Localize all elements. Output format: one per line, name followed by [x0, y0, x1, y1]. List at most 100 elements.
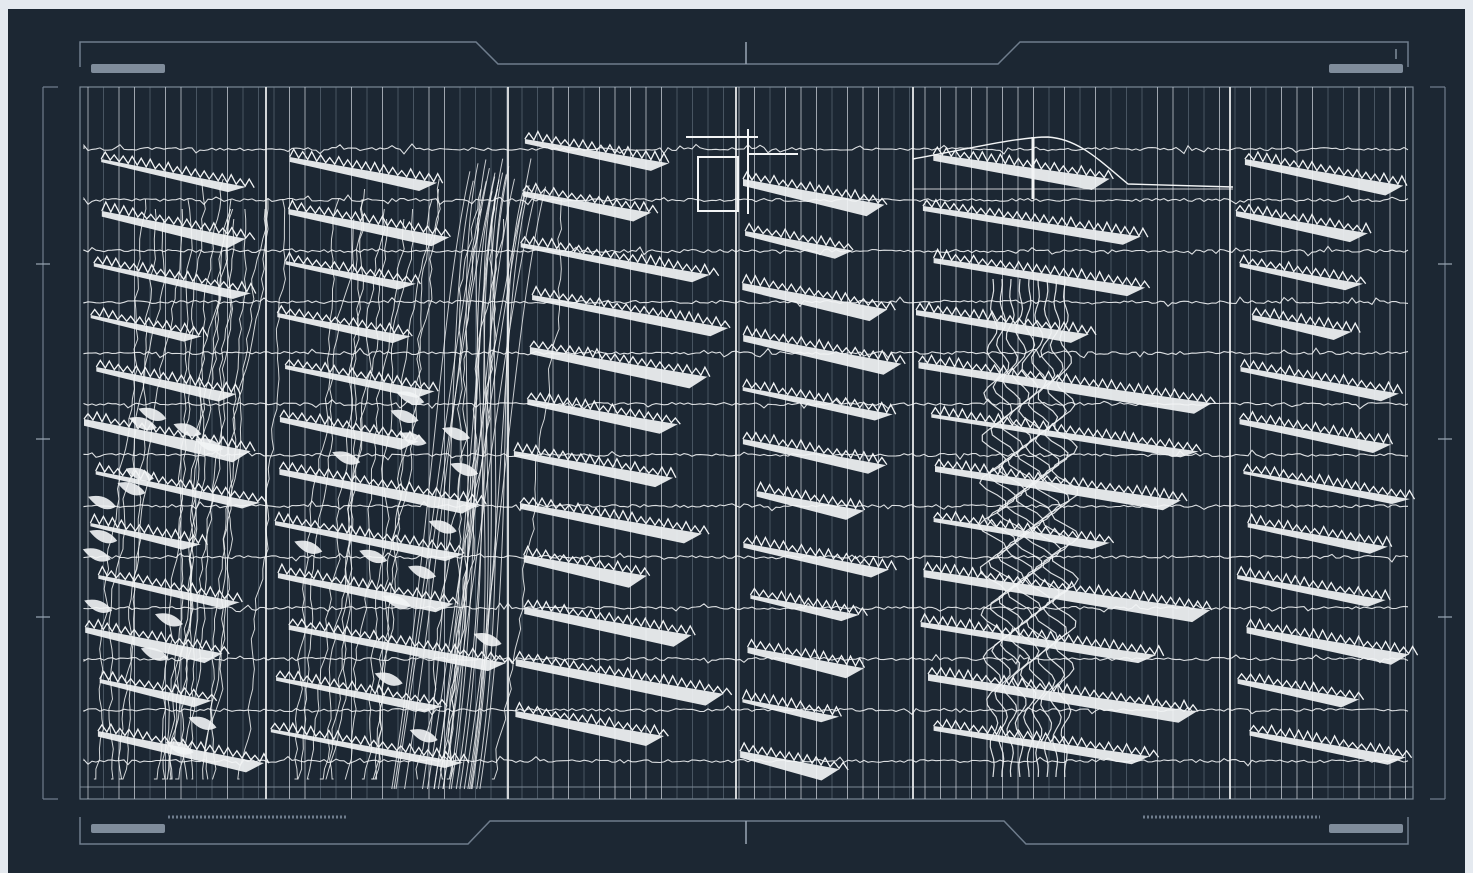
arrival-teeth	[97, 565, 243, 603]
arrival-wedge	[923, 570, 1211, 623]
arrival-teeth	[930, 405, 1202, 452]
filled-peak	[396, 391, 425, 405]
arrival-wedge	[98, 575, 240, 609]
filled-peak	[84, 599, 113, 613]
rising-streak	[448, 163, 479, 790]
arrival-wedge	[529, 347, 708, 389]
arrival-teeth	[101, 200, 256, 241]
arrival-wedge	[288, 209, 450, 247]
oscillation-burst	[996, 278, 1026, 778]
arrival-teeth	[741, 688, 842, 717]
arrival-wedge	[1247, 523, 1388, 554]
arrival-teeth	[927, 666, 1199, 712]
arrival-wedge	[747, 647, 864, 679]
arrival-teeth	[90, 306, 209, 338]
hud-frame	[36, 41, 1452, 845]
arrival-teeth	[514, 701, 669, 737]
arrival-wedge	[520, 503, 702, 544]
wiggle-curve	[491, 198, 563, 780]
arrival-teeth	[1244, 150, 1408, 186]
channel-trace	[83, 500, 1408, 512]
arrival-wedge	[270, 729, 463, 768]
filled-peak	[138, 407, 167, 422]
arrival-teeth	[1246, 618, 1419, 656]
event-panel	[513, 130, 733, 746]
arrival-teeth	[1236, 565, 1391, 601]
filled-peak	[359, 549, 388, 564]
filled-peak	[294, 540, 323, 554]
wiggle-curve	[237, 198, 286, 780]
arrival-wedge	[1244, 159, 1404, 196]
wiggle-curve	[93, 198, 147, 780]
filled-peak	[450, 462, 479, 477]
arrival-wedge	[1252, 315, 1352, 340]
arrival-wedge	[93, 263, 251, 299]
arrival-teeth	[523, 599, 696, 636]
channel-trace	[83, 143, 1409, 155]
arrival-wedge	[742, 283, 888, 322]
rising-streak	[467, 185, 530, 790]
arrival-teeth	[741, 273, 896, 311]
filled-peak	[89, 530, 118, 544]
channel-trace	[83, 449, 1408, 461]
arrival-wedge	[933, 258, 1146, 297]
arrival-teeth	[746, 638, 866, 669]
wiggle-curve	[169, 208, 232, 780]
arrival-teeth	[739, 741, 849, 771]
wiggle-curve	[329, 218, 389, 780]
arrival-wedge	[743, 179, 885, 217]
event-panel	[739, 170, 906, 781]
arrival-wedge	[918, 362, 1212, 414]
plot-border	[79, 86, 1414, 800]
arrival-teeth	[742, 170, 888, 206]
filled-peak	[374, 672, 403, 686]
envelope-curve	[912, 136, 1234, 188]
arrival-wedge	[756, 491, 865, 520]
wiggle-curve	[204, 208, 247, 780]
rising-streak	[395, 172, 496, 790]
rising-streak	[422, 180, 474, 790]
arrival-wedge	[522, 191, 652, 222]
arrival-teeth	[1239, 358, 1404, 395]
rising-streak	[450, 191, 493, 790]
arrival-teeth	[742, 325, 906, 365]
arrival-teeth	[1239, 254, 1367, 285]
filled-peak	[140, 647, 169, 661]
arrival-wedge	[285, 261, 416, 290]
rising-streak	[442, 186, 538, 790]
arrival-wedge	[515, 659, 724, 706]
wiggle-curve	[108, 208, 157, 780]
arrival-wedge	[740, 751, 840, 781]
wiggle-curve	[153, 198, 193, 780]
filled-peak	[409, 729, 438, 743]
arrival-wedge	[96, 367, 237, 402]
arrival-teeth	[920, 612, 1165, 657]
arrival-teeth	[270, 721, 470, 764]
seismogram-traces	[83, 143, 1409, 767]
arrival-wedge	[279, 469, 481, 514]
arrival-teeth	[289, 147, 444, 184]
filled-peak	[125, 467, 154, 482]
arrival-wedge	[276, 677, 443, 713]
wiggle-curve	[297, 218, 355, 780]
filled-peak	[408, 565, 436, 579]
arrival-wedge	[95, 471, 261, 509]
channel-trace	[83, 705, 1409, 716]
channel-trace	[83, 194, 1409, 206]
arrival-teeth	[287, 198, 451, 238]
arrival-teeth	[275, 670, 448, 707]
wiggle-curve	[167, 198, 232, 780]
arrival-teeth	[744, 222, 854, 251]
arrival-wedge	[1249, 731, 1406, 765]
arrival-teeth	[933, 247, 1151, 289]
seismogram-hud-svg	[36, 41, 1452, 845]
filled-peak	[117, 482, 146, 496]
rising-streak	[427, 192, 526, 790]
arrival-wedge	[1237, 679, 1360, 708]
arrival-teeth	[288, 618, 515, 665]
arrival-teeth	[276, 304, 413, 337]
arrival-teeth	[520, 235, 720, 277]
left-rail	[42, 86, 58, 800]
arrival-teeth	[89, 512, 208, 546]
arrival-wedge	[524, 607, 692, 647]
